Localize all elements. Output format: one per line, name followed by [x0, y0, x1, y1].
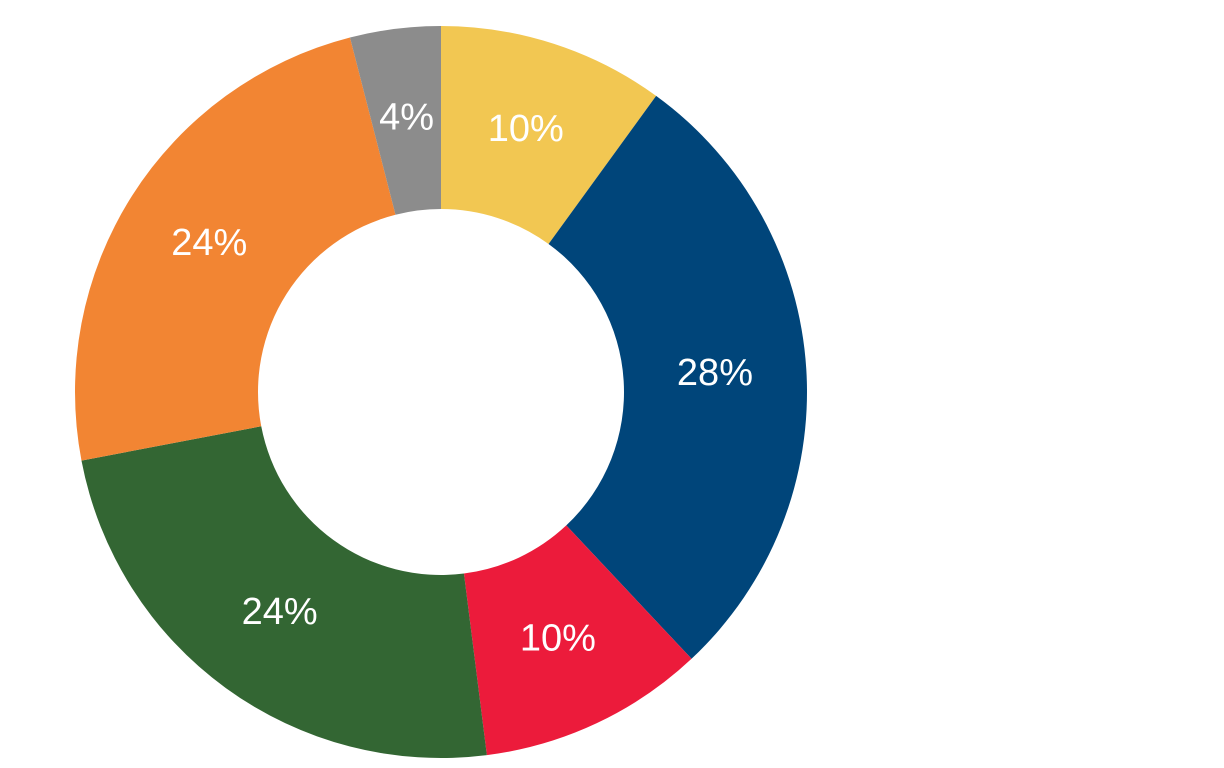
- slice-label: 4%: [379, 97, 434, 139]
- donut-slice: [441, 26, 657, 244]
- slice-label: 24%: [242, 591, 318, 633]
- slice-label: 10%: [488, 108, 564, 150]
- donut-slice: [349, 26, 441, 215]
- donut-slice: [548, 95, 807, 659]
- donut-slice: [463, 525, 692, 756]
- slice-label: 28%: [677, 352, 753, 394]
- slice-label: 10%: [520, 617, 596, 659]
- donut-slice: [74, 37, 396, 461]
- donut-slice: [81, 426, 487, 758]
- slice-label: 24%: [171, 222, 247, 264]
